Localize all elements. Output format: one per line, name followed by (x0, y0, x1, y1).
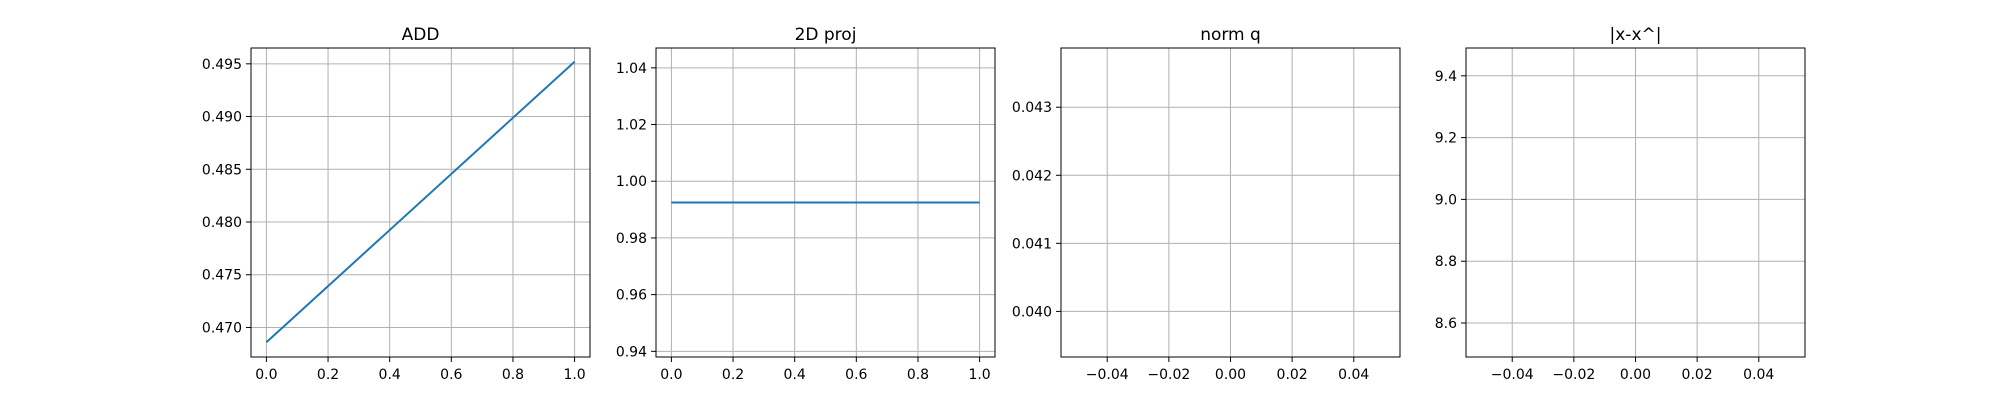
series-line (265, 60, 576, 343)
y-tick-label: 0.042 (1012, 168, 1052, 184)
y-tick-label: 1.00 (616, 174, 647, 190)
y-tick-label: 8.8 (1435, 254, 1457, 270)
axes-frame (250, 47, 591, 358)
subplot-1: 0.0 0.2 0.4 0.6 0.8 1.0 0.470 0.475 0.480 0.485 0.… (202, 25, 591, 383)
subplot-title: ADD (402, 25, 440, 45)
x-tick-label: 0.00 (1620, 367, 1651, 383)
x-tick-label: −0.04 (1491, 367, 1534, 383)
x-tick-label: 0.02 (1682, 367, 1713, 383)
y-tick-label: 0.480 (202, 215, 242, 231)
y-tick-label: 0.485 (202, 162, 242, 178)
y-tick-label: 9.4 (1435, 69, 1457, 85)
x-tick-label: −0.04 (1086, 367, 1129, 383)
y-tick-label: 0.495 (202, 57, 242, 73)
subplot-title: 2D proj (795, 25, 857, 45)
x-tick-label: 0.8 (502, 367, 524, 383)
x-tick-label: 0.02 (1277, 367, 1308, 383)
x-tick-label: 0.00 (1215, 367, 1246, 383)
x-tick-label: 1.0 (563, 367, 585, 383)
subplot-3: −0.04 −0.02 0.00 0.02 0.04 0.040 0.041 0.042 0.0… (1012, 25, 1401, 383)
y-tick-label: 8.6 (1435, 316, 1457, 332)
y-tick-label: 0.470 (202, 320, 242, 336)
subplot-title: norm q (1200, 25, 1261, 45)
y-tick-label: 0.490 (202, 110, 242, 126)
x-tick-label: 0.04 (1743, 367, 1774, 383)
x-tick-label: 0.4 (784, 367, 806, 383)
y-tick-label: 9.2 (1435, 131, 1457, 147)
x-tick-label: 0.0 (660, 367, 682, 383)
y-tick-label: 0.94 (616, 344, 647, 360)
y-tick-label: 1.02 (616, 118, 647, 134)
x-tick-label: 1.0 (968, 367, 990, 383)
subplot-4: −0.04 −0.02 0.00 0.02 0.04 8.6 8.8 9.0 9.2 9.4 |x-… (1435, 25, 1806, 383)
y-tick-label: 0.96 (616, 288, 647, 304)
x-tick-label: 0.0 (255, 367, 277, 383)
y-tick-label: 0.98 (616, 231, 647, 247)
x-tick-label: 0.04 (1338, 367, 1369, 383)
y-tick-label: 9.0 (1435, 192, 1457, 208)
subplot-title: |x-x^| (1610, 25, 1662, 45)
x-tick-label: 0.6 (440, 367, 462, 383)
x-tick-label: 0.2 (722, 367, 744, 383)
x-tick-label: 0.8 (907, 367, 929, 383)
y-tick-label: 0.040 (1012, 304, 1052, 320)
y-tick-label: 1.04 (616, 61, 647, 77)
y-tick-label: 0.475 (202, 268, 242, 284)
axes-frame (655, 47, 996, 358)
x-tick-label: 0.4 (379, 367, 401, 383)
x-tick-label: 0.2 (317, 367, 339, 383)
subplot-2: 0.0 0.2 0.4 0.6 0.8 1.0 0.94 0.96 0.98 1.00 1.02 1.… (616, 25, 996, 383)
x-tick-label: −0.02 (1147, 367, 1190, 383)
x-tick-label: 0.6 (845, 367, 867, 383)
y-tick-label: 0.043 (1012, 100, 1052, 116)
y-tick-label: 0.041 (1012, 236, 1052, 252)
x-tick-label: −0.02 (1552, 367, 1595, 383)
